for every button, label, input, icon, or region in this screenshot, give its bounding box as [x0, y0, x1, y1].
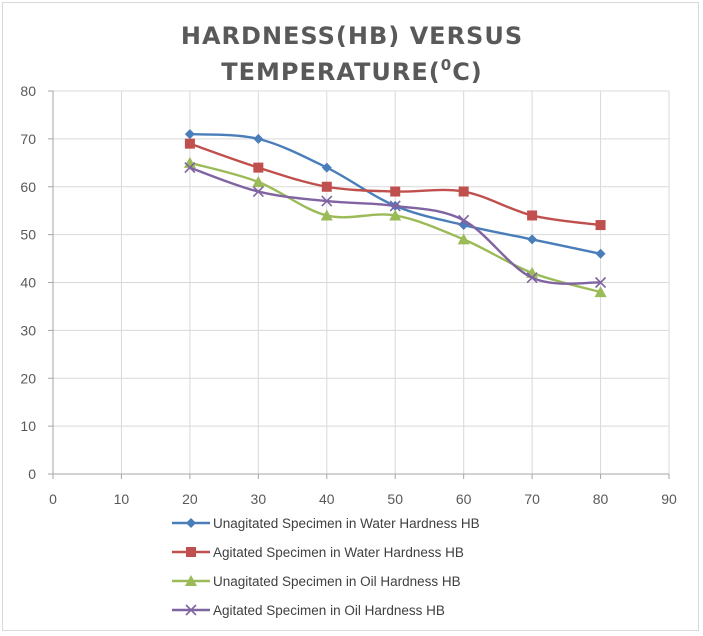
data-point: [527, 234, 538, 245]
x-tick-label: 20: [182, 491, 198, 507]
chart-title-line-2: TEMPERATURE(0C): [221, 56, 483, 86]
data-point: [184, 162, 196, 174]
legend-marker: [185, 575, 197, 586]
data-point: [594, 286, 607, 298]
data-point: [320, 209, 333, 221]
series-4: [184, 162, 607, 289]
legend-label: Unagitated Specimen in Water Hardness HB: [213, 516, 480, 531]
legend-label: Agitated Specimen in Water Hardness HB: [213, 545, 464, 560]
legend-item: Unagitated Specimen in Water Hardness HB: [172, 516, 480, 531]
chart-title-degree-superscript: 0: [441, 56, 452, 74]
legend-item: Agitated Specimen in Water Hardness HB: [172, 545, 464, 560]
data-point: [389, 200, 401, 212]
x-tick-label: 30: [251, 491, 267, 507]
data-point: [184, 138, 195, 149]
legend-marker: [185, 604, 197, 616]
legend-item: Agitated Specimen in Oil Hardness HB: [172, 603, 445, 618]
legend: Unagitated Specimen in Water Hardness HB…: [172, 516, 480, 618]
data-point: [321, 181, 332, 192]
y-tick-label: 50: [20, 227, 36, 243]
chart-title-unit: C): [452, 58, 483, 86]
legend-label: Agitated Specimen in Oil Hardness HB: [213, 603, 445, 618]
y-tick-label: 0: [28, 466, 36, 482]
data-point: [184, 129, 195, 140]
legend-item: Unagitated Specimen in Oil Hardness HB: [172, 574, 461, 589]
data-point: [252, 185, 264, 198]
y-tick-label: 30: [20, 322, 36, 338]
chart-title-temperature: TEMPERATURE(: [221, 58, 441, 86]
data-point: [321, 162, 332, 173]
y-tick-label: 10: [20, 418, 36, 434]
series-2: [184, 138, 606, 231]
data-point: [595, 248, 606, 259]
x-tick-label: 80: [593, 491, 609, 507]
data-point: [253, 133, 264, 144]
y-tick-label: 70: [20, 131, 36, 147]
data-point: [594, 276, 607, 289]
chart-title-line-1: HARDNESS(HB) VERSUS: [181, 22, 523, 50]
legend-marker: [186, 518, 196, 528]
data-point: [527, 210, 538, 221]
legend-marker: [186, 547, 196, 557]
data-point: [595, 220, 606, 231]
data-point: [457, 233, 470, 245]
x-tick-label: 50: [387, 491, 403, 507]
data-point: [526, 272, 538, 284]
data-point: [253, 162, 264, 173]
data-point: [458, 214, 470, 226]
data-point: [252, 175, 265, 187]
data-point: [389, 209, 402, 221]
chart-title: HARDNESS(HB) VERSUS TEMPERATURE(0C): [181, 22, 523, 86]
x-tick-label: 60: [456, 491, 472, 507]
data-point: [458, 186, 469, 197]
x-tick-label: 70: [524, 491, 540, 507]
data-point: [390, 186, 401, 197]
y-tick-label: 40: [20, 275, 36, 291]
series-layer: [183, 129, 607, 298]
y-tick-label: 80: [20, 83, 36, 99]
x-tick-label: 90: [661, 491, 677, 507]
x-tick-label: 10: [114, 491, 130, 507]
data-point: [321, 195, 333, 207]
x-tick-label: 40: [319, 491, 335, 507]
y-tick-label: 20: [20, 370, 36, 386]
y-tick-label: 60: [20, 179, 36, 195]
x-tick-label: 0: [49, 491, 57, 507]
legend-label: Unagitated Specimen in Oil Hardness HB: [213, 574, 461, 589]
axes: 0 10 20 30 40 50 60 70 80 0 10 20 30 40 50 60 70 80 90: [20, 83, 677, 507]
